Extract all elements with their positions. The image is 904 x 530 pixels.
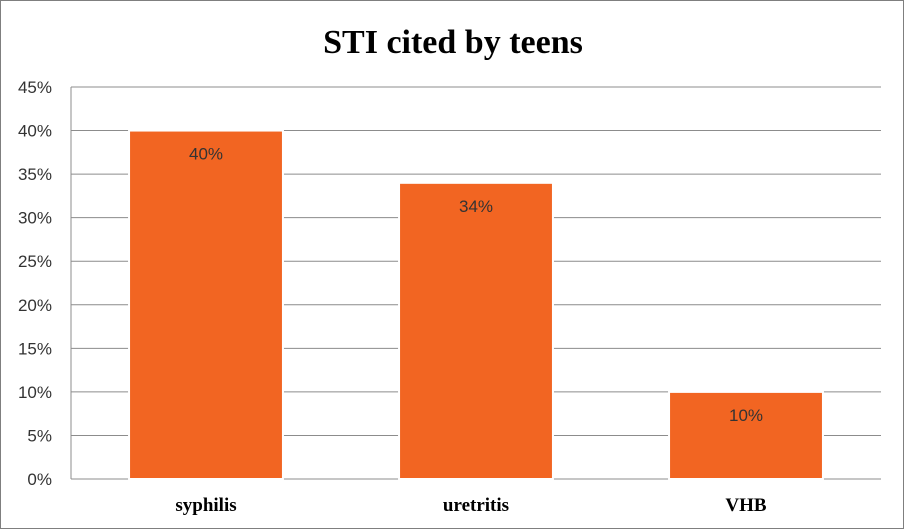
- y-tick-label: 30%: [18, 209, 52, 228]
- y-tick-label: 10%: [18, 383, 52, 402]
- y-tick-label: 15%: [18, 339, 52, 358]
- x-tick-label-uretritis: uretritis: [443, 495, 509, 516]
- y-tick-label: 25%: [18, 252, 52, 271]
- x-tick-label-vhb: VHB: [725, 495, 767, 516]
- y-tick-label: 0%: [27, 470, 52, 489]
- data-labels: 40% 34% 10%: [189, 145, 763, 425]
- bar-vhb: [668, 390, 824, 480]
- data-label-syphilis: 40%: [189, 145, 223, 164]
- y-tick-label: 35%: [18, 165, 52, 184]
- y-tick-label: 40%: [18, 122, 52, 141]
- data-label-uretritis: 34%: [459, 197, 493, 216]
- y-tick-label: 5%: [27, 426, 52, 445]
- x-tick-label-syphilis: syphilis: [175, 495, 236, 516]
- bars: [128, 129, 824, 481]
- chart-title: STI cited by teens: [323, 24, 583, 61]
- y-tick-label: 45%: [18, 78, 52, 97]
- x-axis-tick-labels: syphilis uretritis VHB: [175, 495, 767, 516]
- bar-syphilis: [128, 129, 284, 481]
- y-tick-label: 20%: [18, 296, 52, 315]
- data-label-vhb: 10%: [729, 406, 763, 425]
- y-axis-tick-labels: 0% 5% 10% 15% 20% 25% 30% 35% 40% 45%: [18, 78, 52, 489]
- bar-uretritis: [398, 181, 554, 480]
